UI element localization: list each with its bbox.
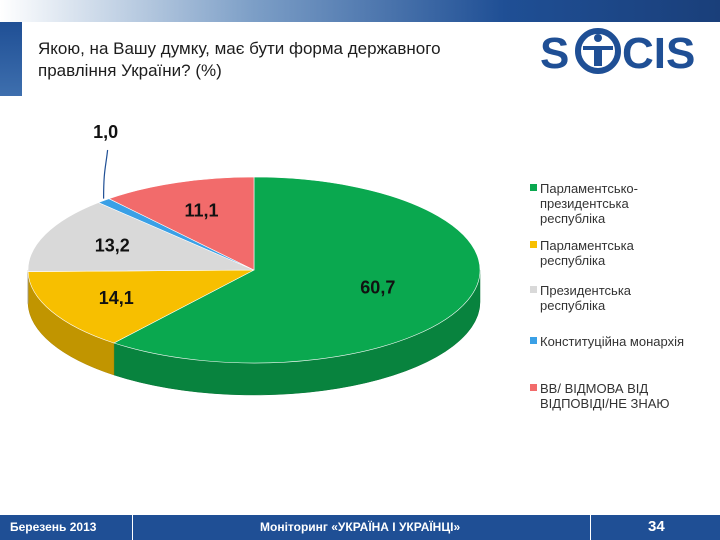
data-label: 11,1 [185,201,219,221]
legend-swatch [530,241,537,248]
leader-line [103,149,109,199]
pie-slice [113,176,481,364]
legend-swatch [530,184,537,191]
legend-label: ВІДПОВІДІ/НЕ ЗНАЮ [540,396,670,411]
page-number: 34 [648,518,665,535]
legend-swatch [530,337,537,344]
data-label: 60,7 [360,278,395,298]
legend: Парламентсько-президентськареспублікаПар… [530,181,684,411]
footer-divider [132,515,133,540]
legend-label: ВВ/ ВІДМОВА ВІД [540,381,648,396]
data-label: 1,0 [93,122,118,142]
legend-label: республіка [540,211,606,226]
legend-label: Парламентська [540,238,635,253]
legend-swatch [530,286,537,293]
legend-label: Парламентсько- [540,181,638,196]
slide-title: Якою, на Вашу думку, має бути форма держ… [38,39,441,80]
data-label: 14,1 [99,288,134,308]
footer-project: Моніторинг «УКРАЇНА І УКРАЇНЦІ» [260,520,461,534]
legend-label: республіка [540,298,606,313]
footer-divider [590,515,591,540]
pie-slice [27,269,255,344]
svg-text:CIS: CIS [622,29,695,78]
pie-slice [108,176,255,271]
legend-label: Президентська [540,283,632,298]
pie-slice [27,202,255,272]
pie-chart: 60,7 14,1 13,2 1,0 11,1 Парламентсько-президе… [27,122,684,411]
footer-date: Березень 2013 [10,520,97,534]
svg-text:S: S [540,29,569,78]
legend-swatch [530,384,537,391]
logo-figure-icon [575,28,621,74]
top-banner [0,0,720,22]
footer-bar: Березень 2013 Моніторинг «УКРАЇНА І УКРА… [0,515,720,540]
legend-label: Конституційна монархія [540,334,684,349]
socis-logo: S CIS [540,28,695,78]
side-accent-bar [0,22,22,96]
data-label: 13,2 [95,236,130,256]
legend-label: республіка [540,253,606,268]
legend-label: президентська [540,196,629,211]
